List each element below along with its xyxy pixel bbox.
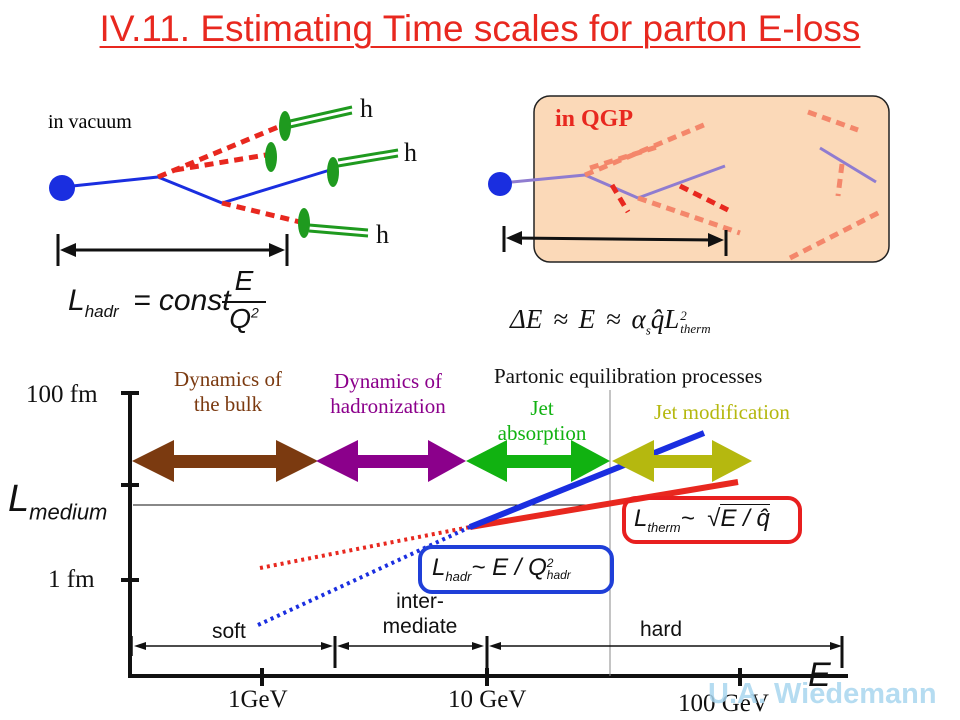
arrow-hadronization [316, 440, 466, 482]
x-tick-10gev: 10 GeV [448, 686, 527, 713]
hadr-box [418, 545, 614, 594]
hadron-blob [279, 111, 291, 141]
watermark: U.A. Wiedemann [708, 678, 937, 710]
process-label-jet-modification: Jet modification [654, 400, 790, 424]
fraction-bar [222, 301, 266, 303]
partonic-label: Partonic equilibration processes [494, 364, 763, 388]
therm-line-extrapolated [259, 525, 471, 570]
therm-line [469, 479, 739, 530]
x-tick-1gev: 1GeV [228, 686, 288, 713]
parton-line [157, 175, 223, 205]
slide-title: IV.11. Estimating Time scales for parton… [99, 8, 861, 49]
process-arrows [132, 440, 752, 482]
region-hard: hard [640, 618, 683, 641]
arrow-jet-absorption [466, 440, 610, 482]
process-label-bulk: Dynamics of the bulk [174, 367, 282, 416]
vacuum-label: in vacuum [48, 111, 132, 133]
parton-source-dot [49, 175, 75, 201]
hadron-blob [298, 208, 310, 238]
y-axis-label: Lmedium [8, 478, 108, 525]
gluon-line [174, 152, 267, 173]
hadron-label: h [376, 220, 389, 249]
y-tick-1fm: 1 fm [48, 566, 95, 593]
arrow-bulk [132, 440, 318, 482]
hadron-label: h [360, 94, 373, 123]
qgp-label: in QGP [555, 106, 634, 132]
region-soft: soft [212, 620, 246, 643]
parton-line [221, 168, 331, 205]
qgp-formula: ΔE ≈ E ≈ αsq̂L 2 therm [510, 304, 711, 338]
process-label-jet-absorption: Jet absorption [497, 396, 587, 445]
hadr-formula: Lhadr~ E / Q 2 hadr [432, 554, 571, 584]
parton-line [62, 175, 159, 189]
x-tick-100gev: 100 GeV [678, 690, 769, 717]
vacuum-shower [49, 105, 399, 266]
hadron-blob [265, 142, 277, 172]
vacuum-formula-denominator: Q2 [229, 303, 259, 334]
gluon-line [221, 200, 301, 225]
process-label-hadronization: Dynamics of hadronization [330, 369, 446, 418]
region-intermediate: inter-mediate [382, 590, 458, 638]
y-tick-100fm: 100 fm [26, 381, 98, 408]
qgp-diagram [488, 95, 890, 263]
x-axis-label: E [808, 656, 831, 694]
therm-formula: Ltherm~ √E / q̂ [634, 504, 770, 535]
hadron-label: h [404, 138, 417, 167]
hadron-blob [327, 157, 339, 187]
vacuum-formula-numerator: E [234, 265, 254, 296]
hadr-line [468, 430, 706, 530]
vacuum-formula: Lhadr = const [68, 284, 231, 321]
region-arrows [131, 636, 844, 668]
therm-box [622, 496, 802, 544]
arrow-jet-modification [612, 440, 752, 482]
scaling-lines [257, 430, 739, 627]
